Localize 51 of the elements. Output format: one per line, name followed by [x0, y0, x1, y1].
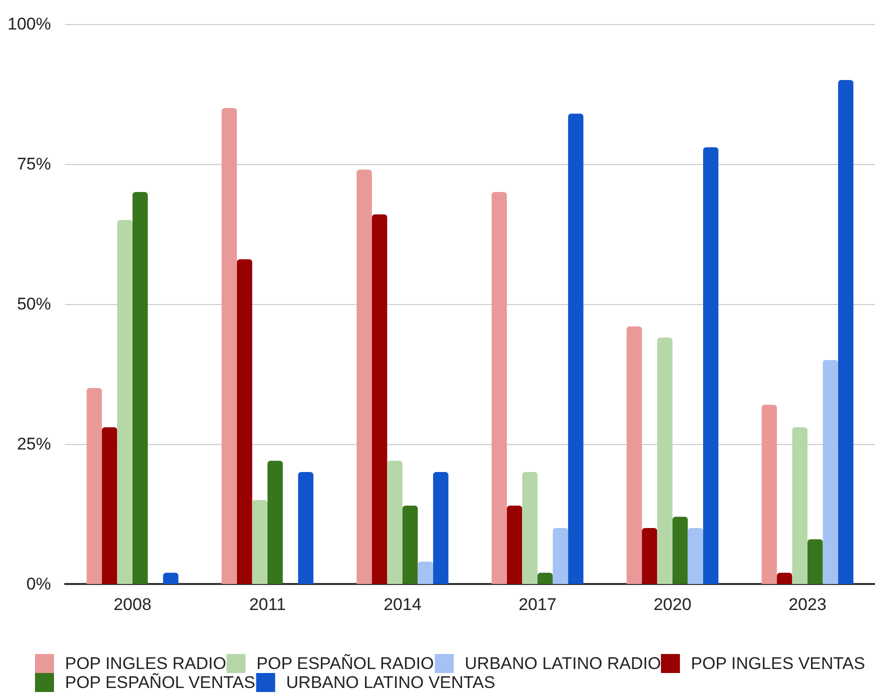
legend-label: POP INGLES VENTAS: [690, 654, 866, 673]
bar: [642, 528, 658, 584]
bar: [86, 388, 102, 584]
bar: [372, 214, 388, 584]
bar: [626, 326, 642, 584]
bar: [433, 472, 448, 584]
y-tick-label: 0%: [26, 574, 51, 594]
x-tick-label: 2017: [518, 595, 556, 614]
legend-label: POP ESPAÑOL VENTAS: [65, 673, 256, 692]
bar: [703, 147, 718, 584]
bar: [102, 427, 118, 584]
bar: [132, 192, 148, 584]
bar: [252, 500, 268, 584]
x-tick-label: 2008: [114, 595, 152, 614]
bar: [402, 506, 418, 584]
legend-label: POP ESPAÑOL RADIO: [256, 654, 434, 673]
y-tick-label: 100%: [8, 14, 51, 34]
bar: [672, 516, 688, 584]
x-tick-label: 2023: [788, 595, 826, 614]
bar: [356, 170, 372, 584]
x-tick-label: 2011: [249, 595, 286, 614]
y-tick-label: 25%: [16, 434, 51, 454]
bar: [506, 506, 522, 584]
bar: [268, 460, 283, 584]
bar: [838, 80, 854, 584]
bar: [222, 108, 237, 584]
bar: [688, 528, 704, 584]
bar: [522, 472, 538, 584]
bar: [552, 528, 568, 584]
y-tick-label: 50%: [16, 294, 51, 314]
bar: [792, 427, 808, 584]
bar: [657, 338, 672, 584]
bar: [762, 404, 777, 584]
legend-label: URBANO LATINO RADIO: [464, 654, 661, 673]
bar: [492, 192, 507, 584]
bar: [776, 572, 792, 584]
bar: [298, 472, 314, 584]
bar: [568, 114, 584, 584]
bar: [387, 460, 402, 584]
bar: [236, 259, 252, 584]
bar: [163, 572, 178, 584]
x-tick-label: 2020: [654, 595, 692, 614]
bar: [808, 539, 823, 584]
y-tick-label: 75%: [16, 154, 51, 174]
x-tick-label: 2014: [384, 595, 422, 614]
bar: [822, 360, 838, 584]
bar: [538, 572, 553, 584]
bar: [117, 220, 132, 584]
bar: [418, 562, 434, 584]
legend-label: POP INGLES RADIO: [65, 654, 226, 673]
legend-label: URBANO LATINO VENTAS: [286, 673, 496, 692]
